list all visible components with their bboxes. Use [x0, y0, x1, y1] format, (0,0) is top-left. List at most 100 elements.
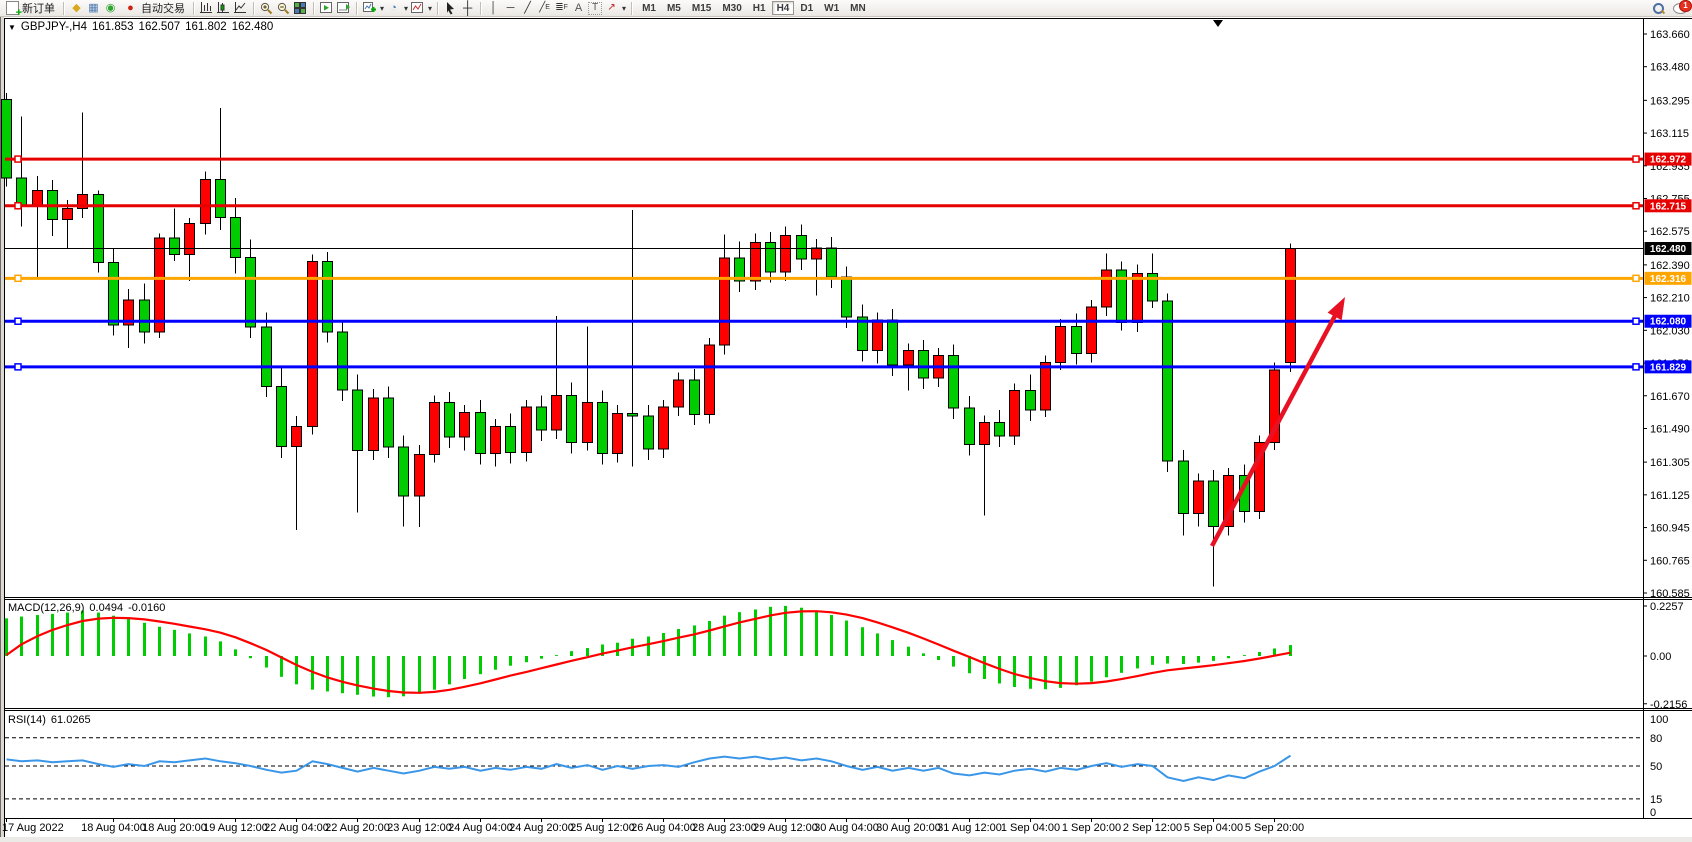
- market-watch-icon[interactable]: ◆: [72, 2, 81, 14]
- text-label-tool-icon[interactable]: T: [588, 1, 603, 15]
- search-icon[interactable]: [1652, 2, 1665, 15]
- window-bottom-strip: [0, 837, 1692, 842]
- vertical-line-tool-icon[interactable]: │: [490, 2, 497, 14]
- candle-down: [841, 276, 852, 318]
- strategy-tester-icon[interactable]: [319, 1, 334, 15]
- candle-up: [1009, 390, 1020, 437]
- timeframe-m15-button[interactable]: M15: [687, 1, 716, 15]
- auto-trading-button[interactable]: ● 自动交易: [120, 1, 188, 16]
- crosshair-tool-icon[interactable]: ┼: [462, 0, 473, 15]
- candle-up: [872, 319, 883, 352]
- price-badge-label: 161.829: [1650, 362, 1687, 373]
- price-tick-label: 163.480: [1650, 62, 1690, 74]
- hlines-layer: 162.972 162.715 162.480 162.316 162.080 161.8…: [5, 152, 1692, 374]
- rsi-level-label: 80: [1650, 733, 1662, 745]
- candles-layer: [1, 93, 1296, 587]
- hline-handle[interactable]: [1632, 363, 1640, 371]
- new-order-button[interactable]: 新订单: [3, 1, 58, 18]
- zoom-in-icon[interactable]: [259, 1, 274, 15]
- candle-up: [903, 350, 914, 366]
- terminal-panel-icon[interactable]: [336, 1, 351, 15]
- price-badge-label: 162.480: [1650, 244, 1687, 255]
- rsi-level-label: 100: [1650, 714, 1668, 726]
- candle-up: [1285, 248, 1296, 363]
- price-tick-label: 163.295: [1650, 95, 1690, 107]
- new-chart-caret-icon[interactable]: ▾: [380, 3, 385, 13]
- hline-handle[interactable]: [14, 155, 22, 163]
- toolbar-separator: [356, 1, 357, 15]
- fibonacci-tool-icon[interactable]: ≣ F: [555, 2, 568, 13]
- candle-up: [1132, 273, 1143, 324]
- bar-chart-type-icon[interactable]: [199, 1, 214, 15]
- timeframe-m1-button[interactable]: M1: [637, 1, 661, 15]
- candle-up: [1040, 362, 1051, 411]
- chart-symbol-title[interactable]: ▼ GBPJPY-,H4 161.853 162.507 161.802 162…: [8, 21, 273, 33]
- text-tool-icon[interactable]: A: [574, 2, 583, 14]
- macd-axis-label: 0.00: [1650, 651, 1671, 663]
- tile-windows-icon[interactable]: [293, 1, 308, 15]
- time-label: 29 Aug 12:00: [753, 822, 818, 834]
- profiles-icon[interactable]: ◔: [390, 2, 397, 14]
- hline-handle[interactable]: [14, 202, 22, 210]
- macd-axis-label: -0.2156: [1650, 699, 1687, 711]
- rsi-level-label: 50: [1650, 761, 1662, 773]
- price-tick-label: 162.575: [1650, 226, 1690, 238]
- zoom-out-icon[interactable]: [276, 1, 291, 15]
- timeframe-h1-button[interactable]: H1: [748, 1, 771, 15]
- hline-handle[interactable]: [14, 274, 22, 283]
- price-badge-label: 162.972: [1650, 155, 1687, 166]
- navigator-icon[interactable]: ◉: [105, 2, 116, 14]
- candle-up: [612, 413, 623, 455]
- candle-down: [1071, 325, 1082, 355]
- rsi-indicator-label: RSI(14) 61.0265: [8, 714, 91, 726]
- hline-handle[interactable]: [1632, 155, 1640, 163]
- price-tick-label: 161.490: [1650, 423, 1690, 435]
- profiles-caret-icon[interactable]: ▾: [404, 3, 409, 13]
- hline-handle[interactable]: [1632, 317, 1640, 325]
- notifications-icon[interactable]: 1: [1673, 0, 1692, 15]
- cursor-tool-icon[interactable]: [443, 1, 458, 15]
- candle-up: [154, 237, 165, 333]
- hline-handle[interactable]: [14, 363, 22, 371]
- candle-up: [719, 257, 730, 346]
- candle-down: [887, 319, 898, 366]
- arrows-caret-icon[interactable]: ▾: [622, 3, 627, 13]
- hline-handle[interactable]: [1632, 274, 1640, 283]
- data-window-icon[interactable]: ▦: [88, 2, 99, 14]
- rsi-level-label: 0: [1650, 807, 1656, 819]
- timeframe-mn-button[interactable]: MN: [845, 1, 871, 15]
- toolbar-separator: [313, 1, 314, 15]
- indicators-icon[interactable]: [410, 1, 425, 15]
- channel-tool-icon[interactable]: ╱ E: [539, 2, 550, 13]
- candle-down: [1162, 300, 1173, 462]
- candle-up: [551, 394, 562, 431]
- trend-arrow-head[interactable]: [1327, 297, 1345, 321]
- candle-up: [1254, 442, 1265, 513]
- candlestick-chart-type-icon[interactable]: [216, 1, 231, 15]
- timeframe-d1-button[interactable]: D1: [795, 1, 818, 15]
- new-chart-icon[interactable]: [362, 1, 377, 15]
- timeframe-h4-button[interactable]: H4: [771, 1, 795, 15]
- timeframe-m5-button[interactable]: M5: [662, 1, 686, 15]
- candle-down: [857, 316, 868, 352]
- line-chart-type-icon[interactable]: [233, 1, 248, 15]
- candle-down: [108, 262, 119, 326]
- chart-shift-marker-icon[interactable]: [1213, 20, 1223, 27]
- candle-up: [32, 190, 43, 206]
- horizontal-line-tool-icon[interactable]: ─: [506, 2, 515, 14]
- candle-up: [368, 397, 379, 452]
- auto-trading-label: 自动交易: [141, 3, 185, 15]
- macd-name: MACD(12,26,9): [8, 602, 85, 614]
- candle-down: [475, 411, 486, 455]
- hline-handle[interactable]: [14, 317, 22, 325]
- timeframe-m30-button[interactable]: M30: [717, 1, 746, 15]
- chevron-down-icon[interactable]: ▼: [8, 22, 16, 32]
- trendline-tool-icon[interactable]: ╱: [524, 2, 531, 14]
- timeframe-w1-button[interactable]: W1: [819, 1, 844, 15]
- indicators-caret-icon[interactable]: ▾: [428, 3, 433, 13]
- candle-down: [337, 331, 348, 391]
- candle-down: [566, 394, 577, 444]
- hline-handle[interactable]: [1632, 202, 1640, 210]
- arrows-tool-icon[interactable]: ↗: [607, 2, 616, 13]
- trend-arrow[interactable]: [1210, 311, 1339, 548]
